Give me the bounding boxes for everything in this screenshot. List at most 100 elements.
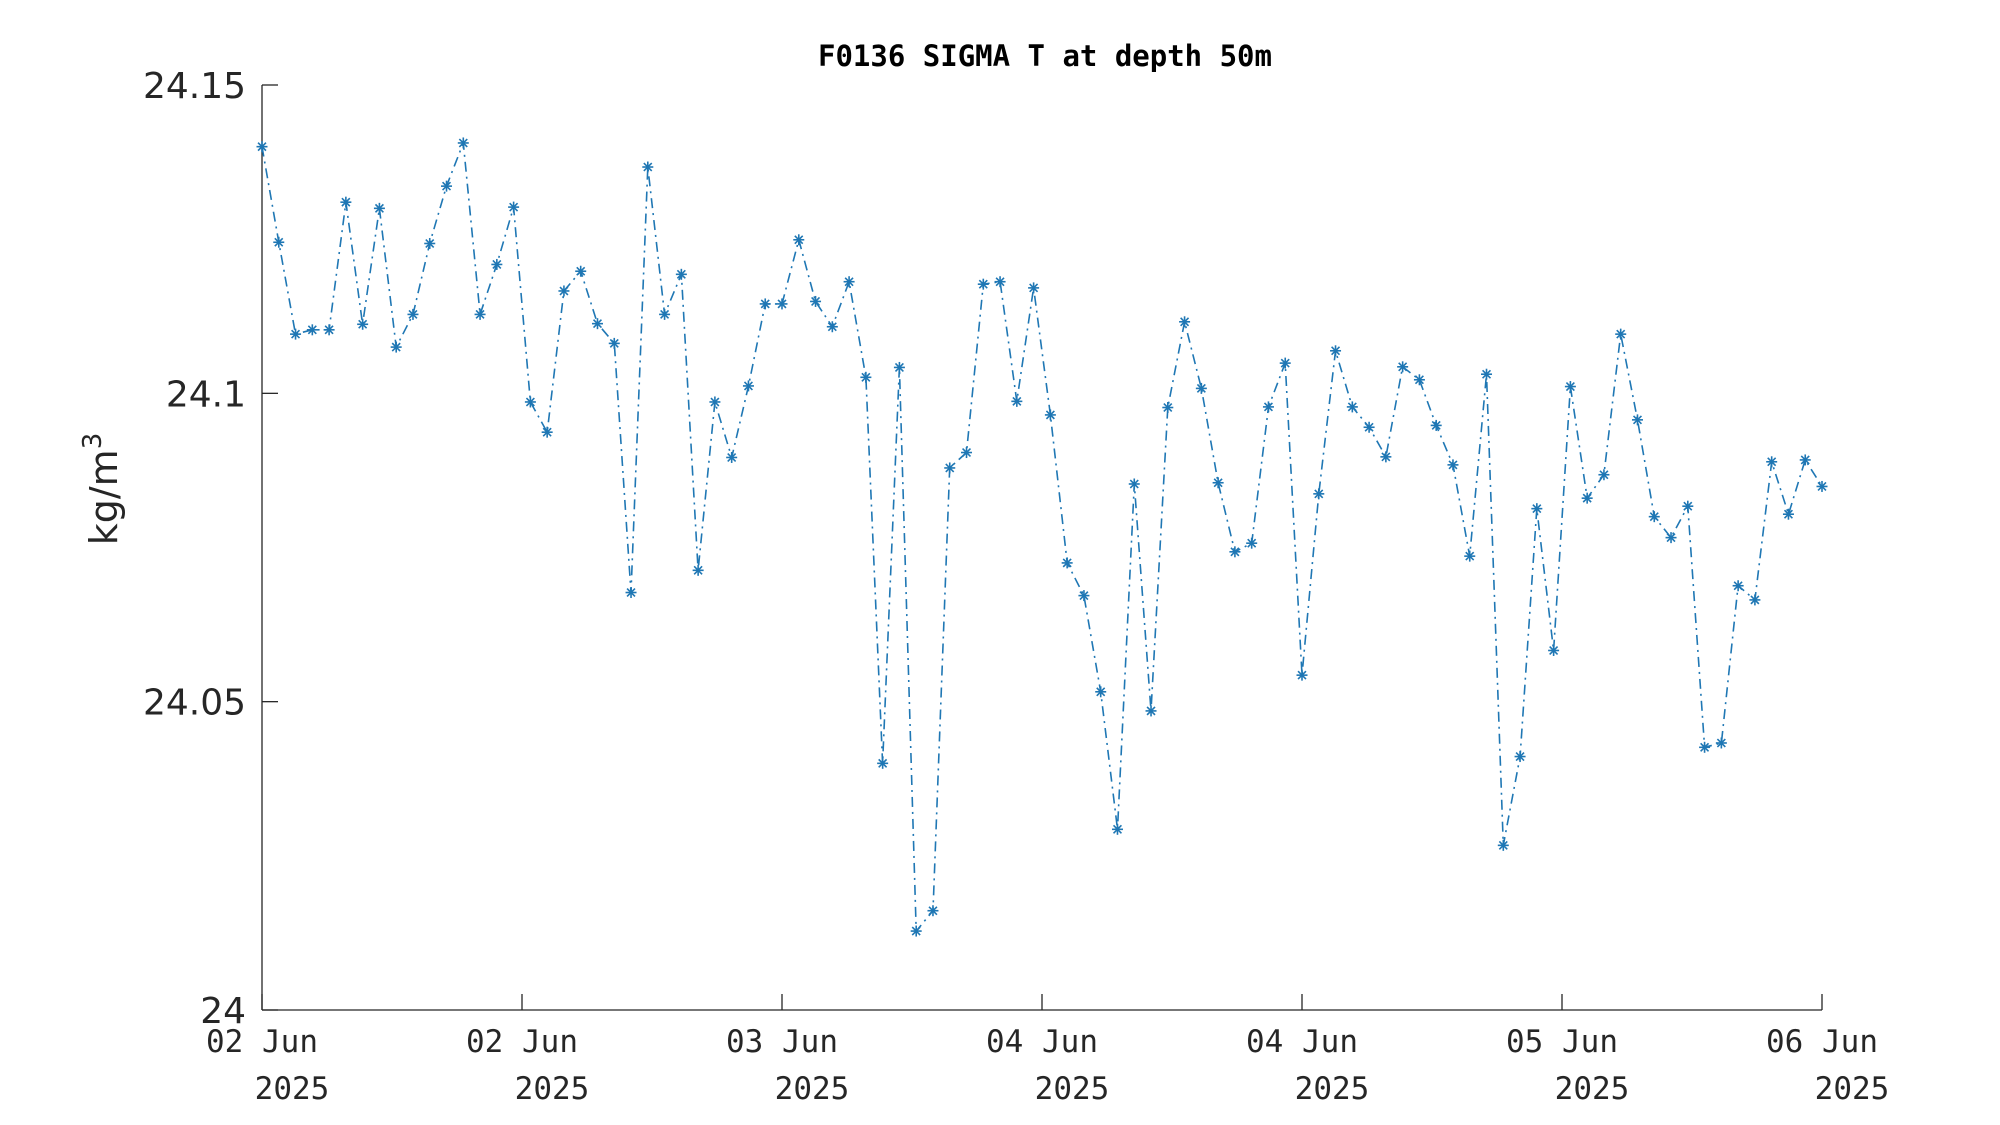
data-point-marker: [1598, 469, 1610, 481]
data-point-marker: [1514, 751, 1526, 763]
data-point-marker: [1179, 316, 1191, 328]
data-point-marker: [1145, 705, 1157, 717]
x-tick-label-year: 2025: [515, 1071, 590, 1107]
data-point-marker: [1363, 421, 1375, 433]
data-point-marker: [1061, 557, 1073, 569]
data-point-marker: [1296, 669, 1308, 681]
data-point-marker: [1799, 454, 1811, 466]
data-point-marker: [1631, 414, 1643, 426]
data-point-marker: [1531, 503, 1543, 515]
data-point-marker: [290, 328, 302, 340]
chart-title: F0136 SIGMA T at depth 50m: [818, 39, 1272, 73]
data-point-marker: [1346, 401, 1358, 413]
y-tick-label: 24.1: [166, 374, 246, 415]
data-point-marker: [776, 298, 788, 310]
data-series: [256, 137, 1828, 937]
x-tick-label-year: 2025: [1815, 1071, 1890, 1107]
x-tick-label-date: 05 Jun: [1506, 1024, 1618, 1060]
data-point-marker: [1229, 546, 1241, 558]
data-point-marker: [591, 318, 603, 330]
data-point-marker: [373, 202, 385, 214]
data-point-marker: [1548, 644, 1560, 656]
data-point-marker: [1682, 500, 1694, 512]
x-tick-label-date: 02 Jun: [466, 1024, 578, 1060]
data-point-marker: [1044, 409, 1056, 421]
data-point-marker: [726, 451, 738, 463]
data-point-marker: [1397, 361, 1409, 373]
svg-text:kg/m3: kg/m3: [78, 433, 126, 546]
data-point-marker: [877, 757, 889, 769]
data-point-marker: [1715, 737, 1727, 749]
x-tick-label-date: 04 Jun: [1246, 1024, 1358, 1060]
data-point-marker: [659, 308, 671, 320]
x-tick-label-year: 2025: [1555, 1071, 1630, 1107]
data-point-marker: [1028, 282, 1040, 294]
data-point-marker: [508, 201, 520, 213]
data-point-marker: [524, 396, 536, 408]
y-axis-label-superscript: 3: [78, 433, 108, 450]
x-tick-label-date: 04 Jun: [986, 1024, 1098, 1060]
data-point-marker: [1128, 478, 1140, 490]
data-point-marker: [1262, 401, 1274, 413]
data-point-marker: [491, 258, 503, 270]
data-point-marker: [1380, 451, 1392, 463]
data-point-marker: [625, 587, 637, 599]
data-point-marker: [793, 234, 805, 246]
x-tick-label-year: 2025: [1035, 1071, 1110, 1107]
data-point-marker: [575, 265, 587, 277]
data-point-marker: [1699, 741, 1711, 753]
data-point-marker: [810, 295, 822, 307]
data-point-marker: [1782, 508, 1794, 520]
data-point-marker: [1665, 532, 1677, 544]
data-point-marker: [893, 361, 905, 373]
data-point-marker: [1195, 382, 1207, 394]
data-point-marker: [457, 137, 469, 149]
data-point-marker: [1162, 402, 1174, 414]
data-point-marker: [1111, 823, 1123, 835]
data-point-marker: [1497, 839, 1509, 851]
data-point-marker: [1581, 492, 1593, 504]
x-tick-label-date: 02 Jun: [206, 1024, 318, 1060]
data-point-marker: [1413, 374, 1425, 386]
data-point-marker: [977, 278, 989, 290]
data-point-marker: [843, 276, 855, 288]
data-point-marker: [441, 180, 453, 192]
y-axis-ticks: 24 24.05 24.1 24.15: [143, 66, 278, 1032]
data-point-marker: [742, 380, 754, 392]
data-point-marker: [256, 141, 268, 153]
data-point-marker: [1564, 381, 1576, 393]
y-tick-label: 24.05: [143, 683, 246, 724]
data-point-marker: [407, 308, 419, 320]
x-tick-label-date: 03 Jun: [726, 1024, 838, 1060]
data-point-marker: [675, 268, 687, 280]
data-point-marker: [642, 161, 654, 173]
y-axis-label-text: kg/m: [82, 449, 126, 545]
data-point-marker: [558, 285, 570, 297]
data-point-marker: [1430, 419, 1442, 431]
series-line: [261, 142, 1823, 934]
data-point-marker: [994, 276, 1006, 288]
y-tick-label: 24.15: [143, 66, 246, 107]
data-point-marker: [1447, 459, 1459, 471]
data-point-marker: [306, 324, 318, 336]
y-axis-label: kg/m3: [78, 433, 126, 546]
data-point-marker: [1732, 580, 1744, 592]
data-point-marker: [1464, 550, 1476, 562]
data-point-marker: [1615, 328, 1627, 340]
data-point-marker: [1078, 590, 1090, 602]
data-point-marker: [323, 324, 335, 336]
data-point-marker: [1095, 686, 1107, 698]
data-point-marker: [860, 371, 872, 383]
x-axis-ticks: 02 Jun 2025 02 Jun 2025 03 Jun 2025 04 Jun 2025…: [206, 994, 1889, 1107]
data-point-marker: [1011, 395, 1023, 407]
data-point-marker: [1648, 511, 1660, 523]
data-point-marker: [692, 564, 704, 576]
data-point-marker: [390, 341, 402, 353]
data-point-marker: [1246, 537, 1258, 549]
data-point-marker: [608, 337, 620, 349]
x-tick-label-date: 06 Jun: [1766, 1024, 1878, 1060]
data-point-marker: [961, 447, 973, 459]
data-point-marker: [1279, 357, 1291, 369]
data-point-marker: [424, 237, 436, 249]
data-point-marker: [709, 396, 721, 408]
